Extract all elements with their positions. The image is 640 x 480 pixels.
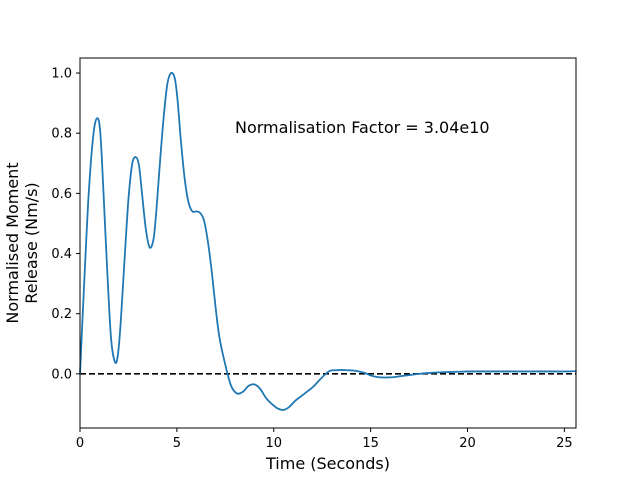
y-tick-label: 0.0 — [51, 367, 72, 382]
y-tick-label: 0.4 — [51, 247, 72, 262]
x-tick-label: 15 — [362, 436, 379, 451]
x-tick-label: 20 — [459, 436, 476, 451]
y-tick-label: 1.0 — [51, 67, 72, 82]
plot-frame — [79, 57, 577, 429]
x-tick-label: 0 — [76, 436, 84, 451]
series-line-0 — [79, 71, 577, 411]
y-axis-label-line-2: Release (Nm/s) — [22, 182, 41, 303]
y-tick-label: 0.6 — [51, 187, 72, 202]
y-tick-label: 0.8 — [51, 127, 72, 142]
x-tick-label: 25 — [556, 436, 573, 451]
y-tick-label: 0.2 — [51, 307, 72, 322]
x-axis-label: Time (Seconds) — [265, 454, 390, 473]
x-tick-label: 10 — [265, 436, 282, 451]
annotation: Normalisation Factor = 3.04e10 — [235, 118, 490, 137]
x-tick-label: 5 — [173, 436, 181, 451]
y-axis-label-line-1: Normalised Moment — [3, 162, 22, 323]
